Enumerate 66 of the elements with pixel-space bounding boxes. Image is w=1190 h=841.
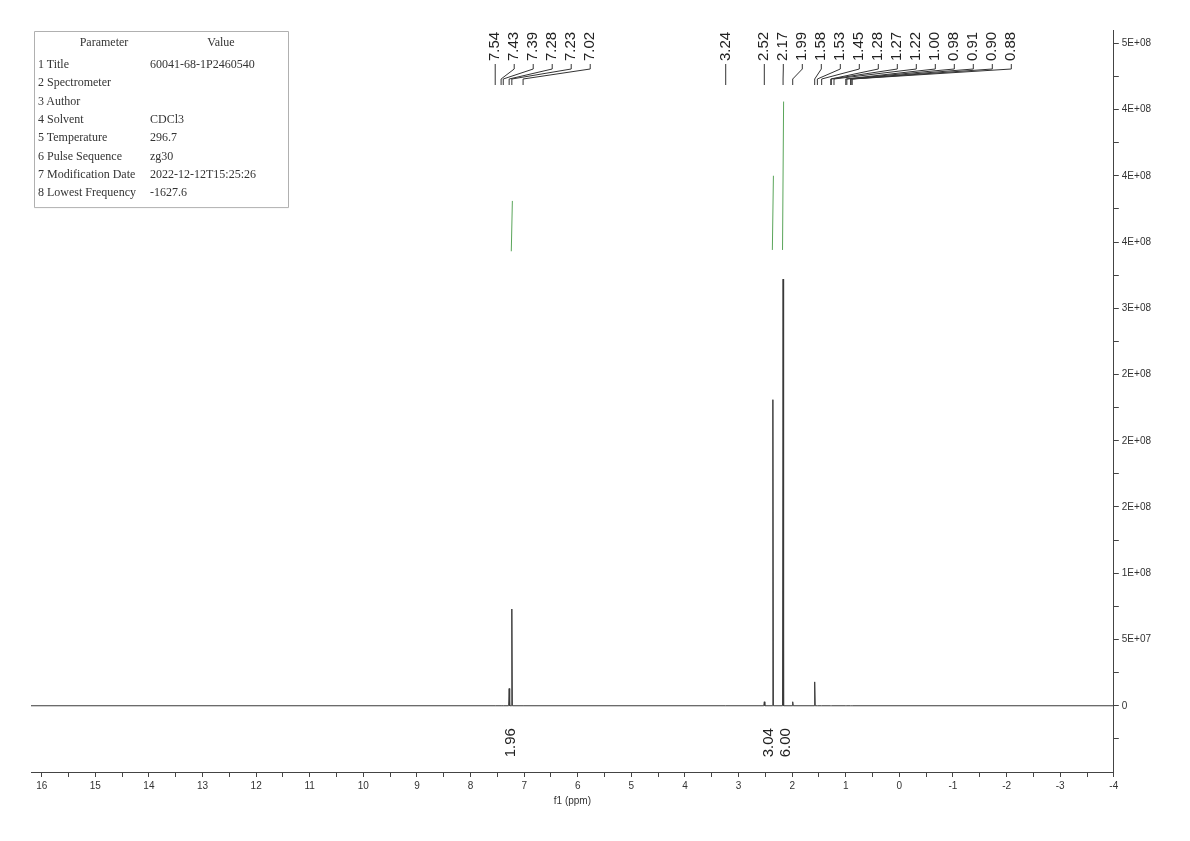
- x-tick-label: 5: [628, 779, 635, 791]
- annotation: 1.58: [811, 31, 829, 61]
- x-tick-label: -1: [948, 779, 958, 791]
- annotation: 3 Author: [38, 93, 81, 108]
- y-tick-label: 2E+08: [1121, 500, 1152, 512]
- annotation: 7.39: [523, 31, 541, 61]
- annotation: 3.04: [759, 728, 777, 758]
- x-tick-label: -4: [1109, 779, 1119, 791]
- annotation: 0.91: [963, 31, 981, 61]
- annotation: 7.23: [561, 31, 579, 61]
- y-tick-label: 4E+08: [1121, 235, 1152, 247]
- x-tick-label: 11: [304, 779, 316, 791]
- x-tick-label: 10: [357, 779, 370, 791]
- annotation: 7.02: [580, 31, 598, 61]
- x-tick-label: 9: [414, 779, 421, 791]
- y-tick-label: 5E+07: [1121, 633, 1152, 645]
- y-tick-label: 4E+08: [1121, 169, 1152, 181]
- text: 4 Solvent CDCl3: [38, 112, 185, 127]
- x-tick-label: 1: [843, 779, 849, 791]
- annotation: 0.88: [1001, 31, 1019, 61]
- annotation: 1.22: [906, 31, 924, 61]
- x-tick-label: 0: [896, 779, 903, 791]
- annotation: 7.43: [504, 31, 522, 61]
- x-tick-label: 4: [682, 779, 689, 791]
- x-tick-label: 13: [196, 779, 209, 791]
- y-tick-label: 5E+08: [1121, 37, 1152, 48]
- annotation: 0.98: [944, 31, 962, 61]
- x-tick-label: 14: [143, 779, 155, 791]
- x-tick-label: 16: [36, 779, 48, 791]
- x-tick-label: 15: [89, 779, 102, 791]
- x-tick-label: 3: [735, 779, 742, 791]
- y-tick-label: 3E+08: [1121, 302, 1152, 313]
- annotation: 8 Lowest Frequency -1627.6: [38, 185, 187, 200]
- annotation: 2 Spectrometer: [38, 75, 111, 90]
- annotation: 1.27: [887, 31, 905, 61]
- x-tick-label: 6: [574, 779, 581, 791]
- annotation: 0.90: [982, 31, 1000, 61]
- annotation: 6.00: [776, 728, 794, 758]
- x-tick-label: 2: [789, 779, 796, 791]
- y-tick-label: 2E+08: [1121, 368, 1152, 380]
- x-tick-label: 12: [250, 779, 263, 791]
- x-tick-label: 7: [521, 779, 528, 791]
- text: 5 Temperature 296.7: [38, 130, 177, 145]
- annotation: 2.52: [754, 31, 772, 61]
- annotation: 1.96: [501, 728, 519, 758]
- text: 7 Modification Date 2022-12-12T15:25:26: [38, 166, 256, 181]
- annotation: 1.53: [830, 31, 848, 61]
- text: 1 Title 60041-68-1P2460540: [38, 57, 255, 72]
- annotation: 1.28: [868, 31, 886, 61]
- annotation: 7.54: [485, 31, 503, 61]
- text: 6 Pulse Sequence zg30: [38, 148, 174, 163]
- x-tick-label: -2: [1002, 779, 1012, 791]
- text: Parameter Value: [79, 35, 235, 50]
- y-tick-label: 0: [1121, 699, 1128, 711]
- y-tick-label: 4E+08: [1121, 103, 1152, 115]
- annotation: 1.00: [925, 31, 943, 61]
- annotation: 3.24: [715, 31, 733, 61]
- annotation: 1.99: [792, 31, 810, 61]
- annotation: 2.17: [773, 31, 791, 61]
- annotation: 7.28: [542, 31, 560, 61]
- x-axis-title: f1 (ppm): [553, 794, 592, 806]
- y-tick-label: 2E+08: [1121, 434, 1152, 446]
- annotation: 1.45: [849, 31, 867, 61]
- x-tick-label: -3: [1055, 779, 1066, 791]
- y-tick-label: 1E+08: [1121, 567, 1152, 578]
- x-tick-label: 8: [467, 779, 474, 791]
